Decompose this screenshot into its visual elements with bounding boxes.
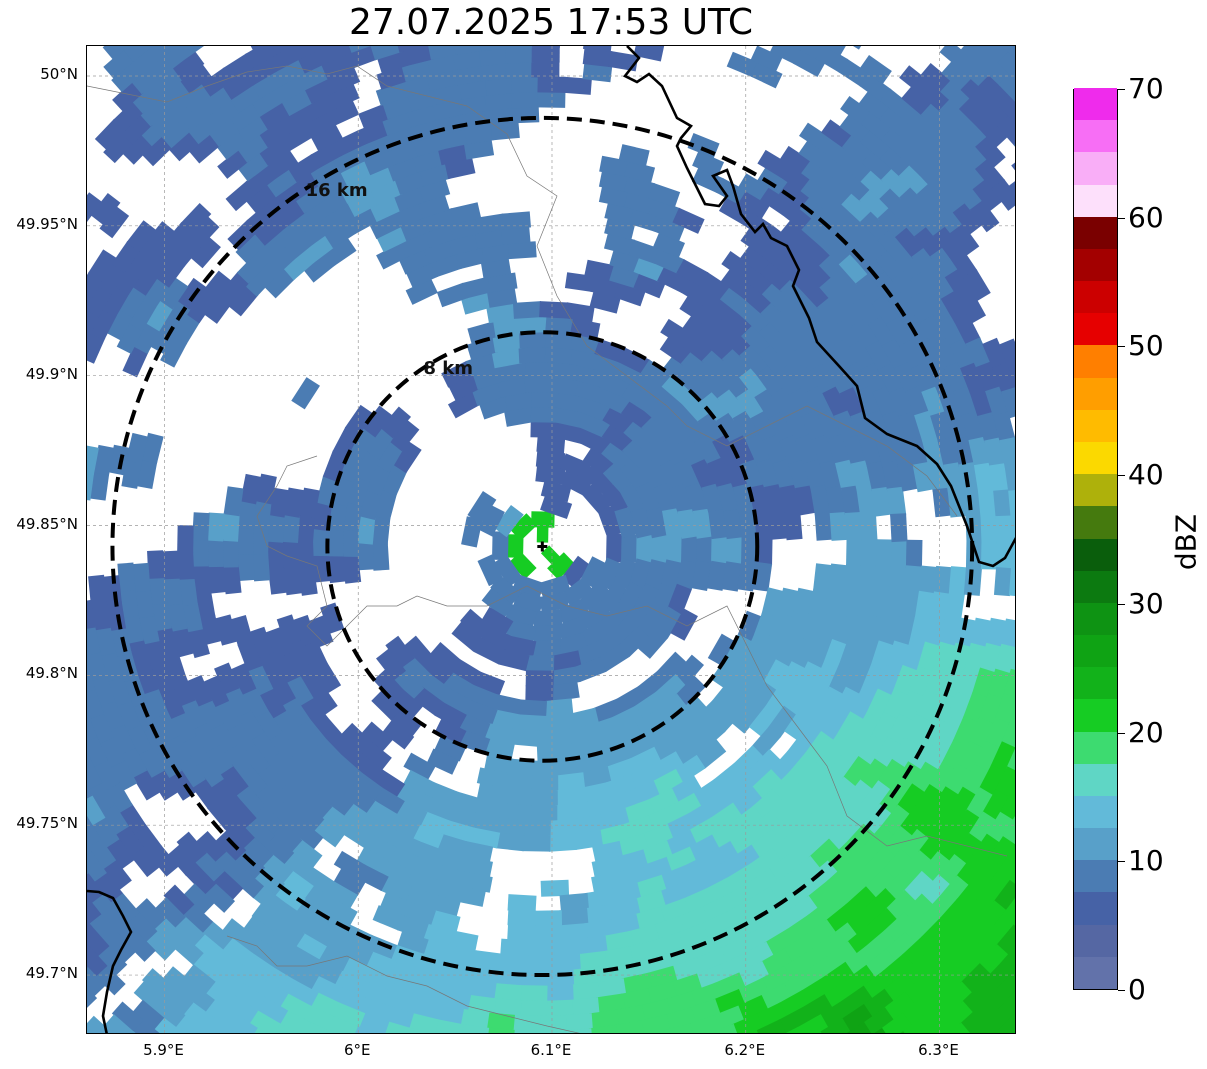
colorbar-segment <box>1074 859 1117 893</box>
colorbar-segment <box>1074 441 1117 475</box>
colorbar-tick-label: 40 <box>1128 457 1164 491</box>
radar-map-svg <box>87 46 1015 1033</box>
range-rings <box>110 115 975 978</box>
latitude-tick-label: 49.95°N <box>16 214 78 233</box>
colorbar-label: dBZ <box>1169 513 1203 571</box>
colorbar-segment <box>1074 280 1117 314</box>
colorbar-segment <box>1074 473 1117 507</box>
colorbar-segment <box>1074 151 1117 185</box>
colorbar-tick-mark <box>1118 217 1125 219</box>
latitude-tick-label: 49.75°N <box>16 814 78 833</box>
colorbar-segment <box>1074 602 1117 636</box>
colorbar-segment <box>1074 87 1117 121</box>
colorbar-tick-mark <box>1118 861 1125 863</box>
colorbar-segment <box>1074 344 1117 378</box>
colorbar-segment <box>1074 377 1117 410</box>
colorbar-segment <box>1074 795 1117 829</box>
admin-boundaries <box>87 65 1008 1033</box>
longitude-tick-label: 6.1°E <box>530 1041 572 1059</box>
map-gridlines <box>87 46 1015 1033</box>
border-line-east <box>623 46 1015 568</box>
longitude-tick-label: 6°E <box>343 1041 371 1059</box>
colorbar-segment <box>1074 891 1117 925</box>
chart-title: 27.07.2025 17:53 UTC <box>348 2 754 43</box>
colorbar-tick-label: 20 <box>1128 715 1164 749</box>
radar-site-marker <box>537 541 548 552</box>
colorbar-segment <box>1074 312 1117 346</box>
colorbar-tick-mark <box>1118 346 1125 348</box>
colorbar-segment <box>1074 409 1117 442</box>
longitude-tick-label: 6.3°E <box>918 1041 959 1059</box>
latitude-tick-label: 49.8°N <box>25 664 78 683</box>
latitude-tick-label: 49.7°N <box>25 964 78 983</box>
colorbar-segment <box>1074 184 1117 217</box>
colorbar-segment <box>1074 634 1117 668</box>
latitude-tick-label: 50°N <box>40 64 78 83</box>
colorbar-segment <box>1074 119 1117 153</box>
colorbar-tick-mark <box>1118 732 1125 734</box>
colorbar-tick-label: 50 <box>1128 329 1164 363</box>
colorbar-segment <box>1074 248 1117 282</box>
colorbar-tick-label: 0 <box>1128 972 1146 1006</box>
colorbar-segment <box>1074 956 1117 989</box>
radar-map[interactable] <box>86 45 1016 1034</box>
colorbar-segment <box>1074 763 1117 796</box>
latitude-tick-label: 49.9°N <box>25 364 78 383</box>
colorbar-segment <box>1074 924 1117 957</box>
longitude-tick-label: 6.2°E <box>724 1041 766 1059</box>
colorbar-segment <box>1074 827 1117 861</box>
colorbar-segment <box>1074 698 1117 732</box>
range-ring-8-km <box>325 330 760 763</box>
range-ring-16-km <box>110 115 975 978</box>
colorbar-segment <box>1074 505 1117 539</box>
colorbar-segment <box>1074 731 1117 764</box>
radar-echo-field <box>87 46 1015 1033</box>
colorbar-tick-label: 70 <box>1128 71 1164 105</box>
longitude-tick-label: 5.9°E <box>143 1041 184 1059</box>
colorbar-segment <box>1074 538 1117 571</box>
latitude-tick-label: 49.85°N <box>16 514 78 533</box>
colorbar-tick-label: 30 <box>1128 586 1164 620</box>
colorbar-tick-mark <box>1118 990 1125 991</box>
colorbar-tick-label: 60 <box>1128 200 1164 234</box>
country-borders <box>87 46 1015 1033</box>
colorbar-segment <box>1074 216 1117 249</box>
dbz-colorbar <box>1073 87 1118 990</box>
border-line-southwest <box>87 889 133 1033</box>
colorbar-segment <box>1074 666 1117 700</box>
colorbar-segment <box>1074 570 1117 603</box>
range-ring-label: 8 km <box>423 357 473 379</box>
colorbar-tick-label: 10 <box>1128 844 1164 878</box>
colorbar-tick-mark <box>1118 475 1125 477</box>
range-ring-label: 16 km <box>305 179 368 201</box>
colorbar-tick-mark <box>1118 603 1125 605</box>
colorbar-tick-mark <box>1118 89 1125 90</box>
